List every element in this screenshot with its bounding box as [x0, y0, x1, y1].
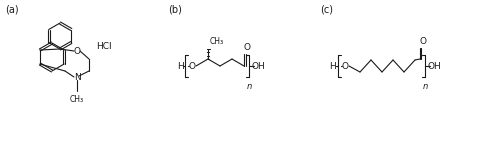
Text: HCl: HCl — [96, 41, 112, 51]
Text: n: n — [422, 82, 428, 91]
Text: O: O — [420, 37, 426, 46]
Text: H: H — [330, 61, 336, 71]
Text: O: O — [342, 61, 348, 71]
Text: OH: OH — [251, 61, 265, 71]
Text: O: O — [74, 47, 80, 55]
Text: (a): (a) — [5, 4, 18, 14]
Text: CH₃: CH₃ — [70, 95, 84, 104]
Text: N: N — [74, 73, 80, 81]
Text: H: H — [176, 61, 184, 71]
Text: (b): (b) — [168, 4, 182, 14]
Text: OH: OH — [427, 61, 441, 71]
Text: CH₃: CH₃ — [210, 37, 224, 46]
Text: n: n — [246, 82, 252, 91]
Text: O: O — [188, 61, 196, 71]
Text: O: O — [244, 43, 250, 52]
Text: (c): (c) — [320, 4, 333, 14]
